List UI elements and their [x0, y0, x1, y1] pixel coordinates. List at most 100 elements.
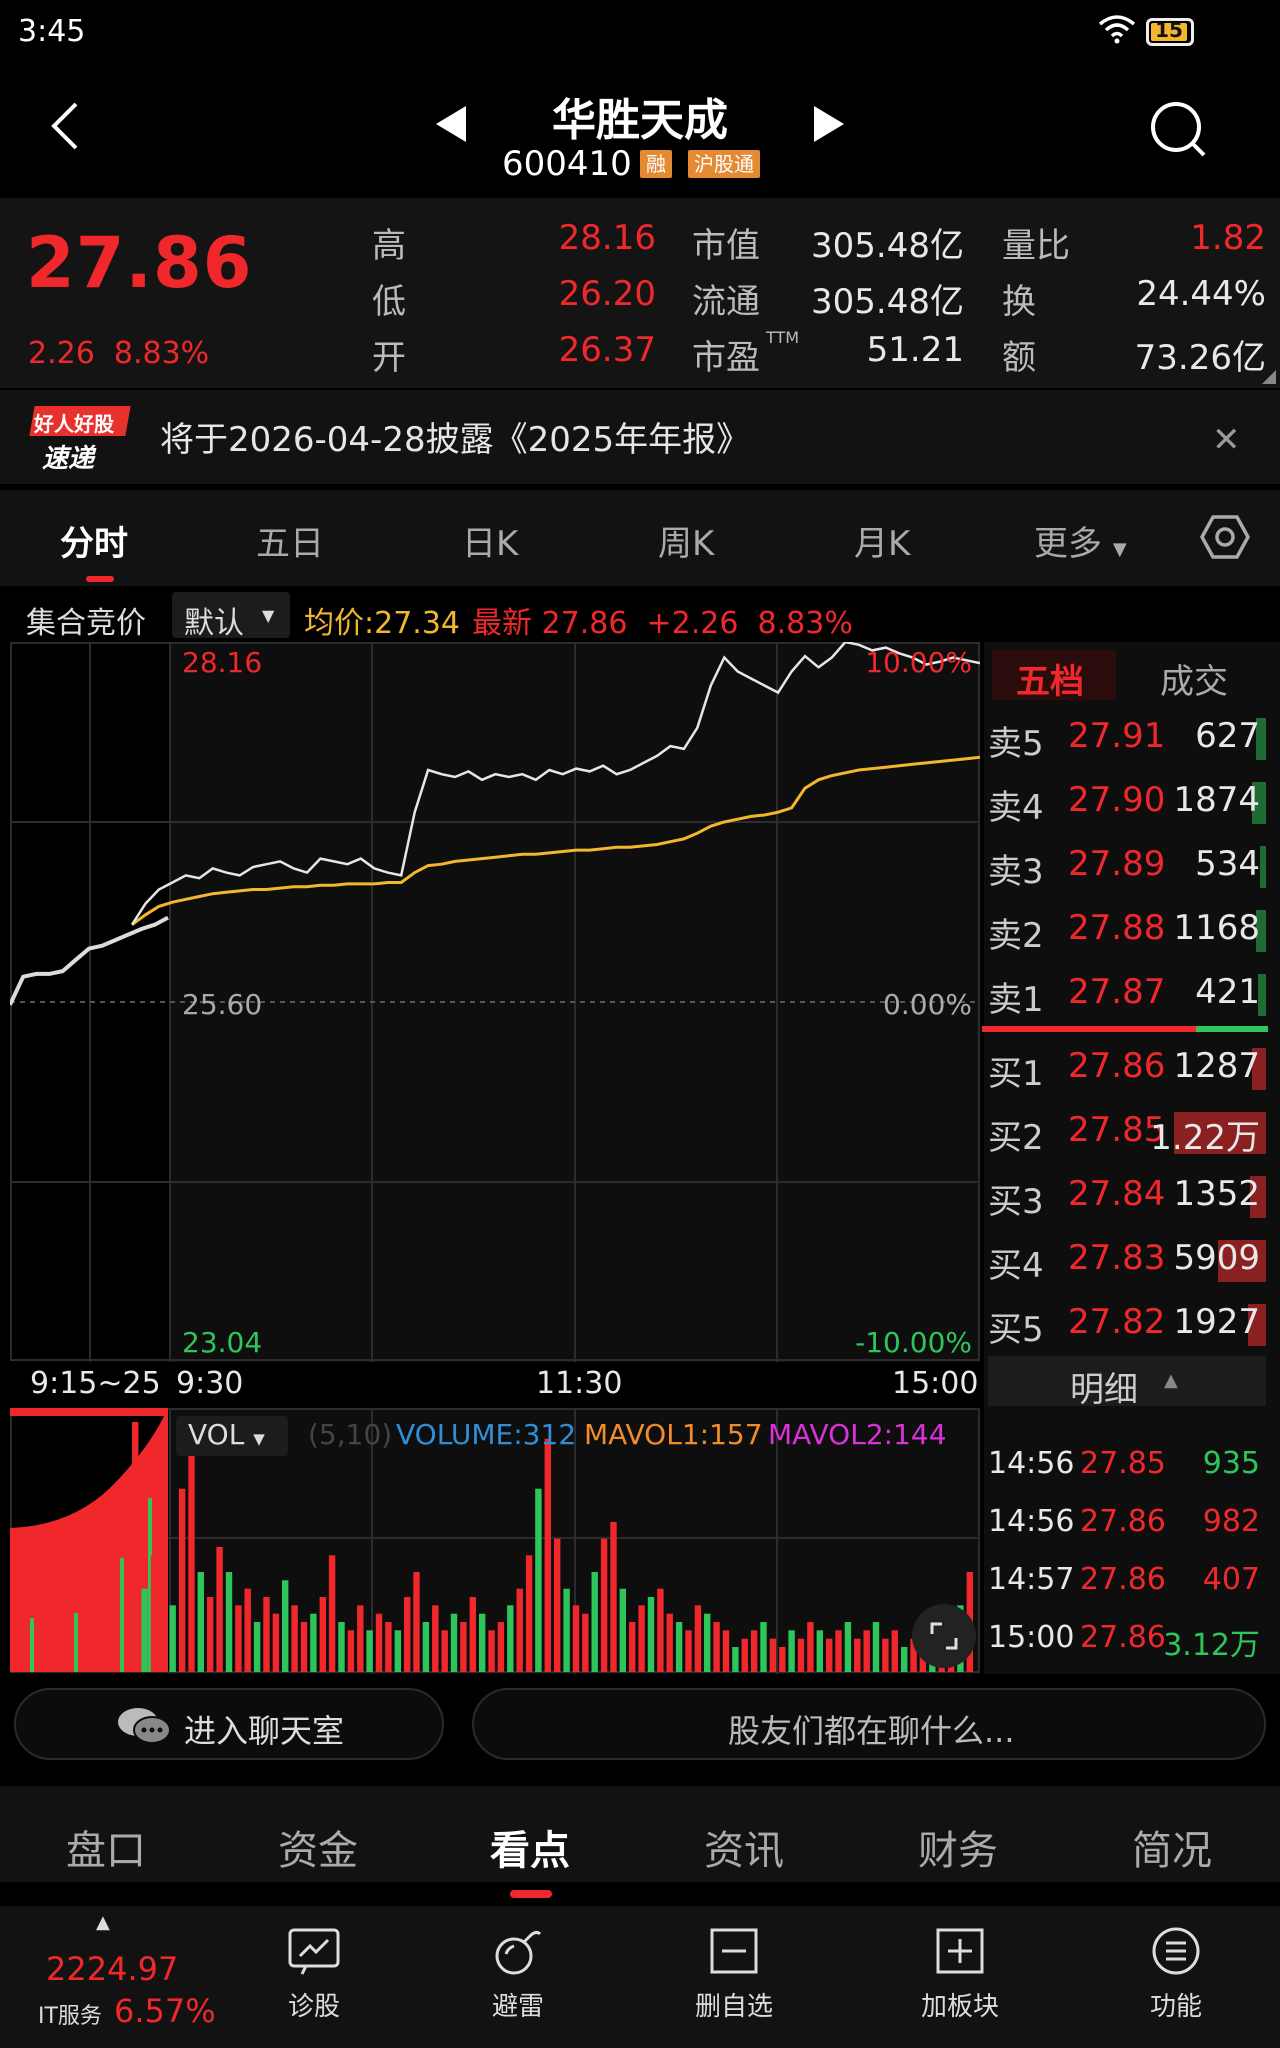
tab-daily-k[interactable]: 日K — [462, 524, 519, 564]
volume-bar — [750, 1630, 758, 1672]
expand-corner-icon[interactable] — [1262, 370, 1276, 384]
ask-vol: 534 — [1195, 844, 1260, 884]
prev-stock-icon[interactable] — [434, 104, 468, 144]
intraday-chart[interactable]: 28.16 25.60 23.04 10.00% 0.00% -10.00% — [10, 642, 980, 1362]
bid-vol: 1352 — [1173, 1174, 1260, 1214]
volume-bar — [310, 1613, 317, 1672]
add-sector-button[interactable]: 加板块 — [900, 1926, 1020, 2023]
volume-bar — [704, 1613, 711, 1672]
remove-watchlist-label: 删自选 — [694, 1992, 773, 2022]
caret-up-icon: ▲ — [1164, 1370, 1178, 1391]
tab-highlights[interactable]: 看点 — [490, 1828, 570, 1874]
volume-bar — [225, 1572, 233, 1672]
volume-bar — [488, 1630, 495, 1672]
back-arrow-icon[interactable] — [48, 100, 80, 152]
volume-bar — [807, 1622, 814, 1672]
tab-profile[interactable]: 简况 — [1132, 1828, 1212, 1874]
ask-row[interactable]: 卖4 27.90 1874 — [988, 780, 1266, 828]
volume-bar — [835, 1630, 842, 1672]
diagnose-button[interactable]: 诊股 — [254, 1926, 374, 2023]
volume-bar — [263, 1597, 270, 1672]
bid-row[interactable]: 买5 27.82 1927 — [988, 1302, 1266, 1350]
ask-row[interactable]: 卖1 27.87 421 — [988, 972, 1266, 1020]
volume-bar — [732, 1647, 739, 1672]
avg-price-line — [131, 755, 980, 926]
menu-circle-icon — [1152, 1927, 1200, 1975]
search-icon[interactable] — [1148, 100, 1208, 160]
remove-watchlist-button[interactable]: 删自选 — [674, 1926, 794, 2023]
stat-value: 28.16 — [558, 218, 656, 258]
ask-row[interactable]: 卖3 27.89 534 — [988, 844, 1266, 892]
volume-chart[interactable] — [10, 1408, 980, 1674]
tab-level5[interactable]: 五档 — [992, 650, 1116, 702]
vol-indicator-select[interactable]: VOL ▼ — [188, 1418, 265, 1451]
battery-level: 15 — [1155, 18, 1183, 42]
functions-label: 功能 — [1149, 1992, 1202, 2022]
bid-label: 买1 — [988, 1054, 1044, 1094]
stat-value: 305.48亿 — [811, 226, 964, 266]
notice-text[interactable]: 将于2026-04-28披露《2025年年报》 — [160, 420, 751, 460]
volume-bar — [816, 1630, 823, 1672]
avoid-risk-button[interactable]: 避雷 — [458, 1926, 578, 2023]
tab-news[interactable]: 资讯 — [704, 1828, 784, 1874]
tab-level5-label: 五档 — [1016, 662, 1084, 702]
x-label-auction: 9:15~25 — [30, 1366, 161, 1401]
tab-more[interactable]: 更多 ▼ — [1034, 516, 1127, 565]
functions-button[interactable]: 功能 — [1116, 1926, 1236, 2023]
close-icon[interactable]: ✕ — [1212, 420, 1241, 460]
tab-intraday[interactable]: 分时 — [60, 524, 128, 564]
chat-room-button[interactable]: 进入聊天室 — [14, 1688, 444, 1760]
ask-label: 卖5 — [988, 724, 1044, 764]
volume-bar — [197, 1572, 204, 1672]
volume-bar — [629, 1622, 636, 1672]
volume-bar — [872, 1622, 880, 1672]
bid-row[interactable]: 买2 27.85 1.22万 — [988, 1110, 1266, 1158]
chat-placeholder: 股友们都在聊什么... — [728, 1712, 1015, 1750]
volume-bar — [479, 1613, 486, 1672]
notice-bar[interactable] — [0, 390, 1280, 484]
tab-finance[interactable]: 财务 — [918, 1828, 998, 1874]
price-max-label: 28.16 — [182, 646, 262, 679]
plus-box-icon — [936, 1928, 984, 1974]
bottom-tabs — [0, 1786, 1280, 1882]
volume-bar — [741, 1638, 748, 1672]
bid-row[interactable]: 买4 27.83 5909 — [988, 1238, 1266, 1286]
bid-price: 27.83 — [1068, 1238, 1166, 1278]
chat-topic-input[interactable]: 股友们都在聊什么... — [472, 1688, 1266, 1760]
bid-volume-bar — [1218, 1240, 1266, 1282]
action-dock — [0, 1906, 1280, 2048]
volume-bar — [338, 1622, 345, 1672]
trade-vol: 935 — [1202, 1446, 1260, 1481]
tab-funds[interactable]: 资金 — [278, 1828, 358, 1874]
ask-row[interactable]: 卖5 27.91 627 — [988, 716, 1266, 764]
fullscreen-button[interactable] — [912, 1604, 976, 1668]
tab-handicap[interactable]: 盘口 — [66, 1828, 146, 1874]
auction-price-line — [10, 915, 169, 1006]
tab-trades[interactable]: 成交 — [1160, 662, 1228, 702]
detail-toggle[interactable]: 明细 ▲ — [988, 1356, 1266, 1410]
bid-label: 买2 — [988, 1118, 1044, 1158]
bid-row[interactable]: 买1 27.86 1287 — [988, 1046, 1266, 1094]
mode-select[interactable]: 默认 ▼ — [172, 592, 290, 641]
next-stock-icon[interactable] — [812, 104, 846, 144]
volume-bar — [600, 1538, 608, 1672]
bid-row[interactable]: 买3 27.84 1352 — [988, 1174, 1266, 1222]
ask-label: 卖1 — [988, 980, 1044, 1020]
ask-row[interactable]: 卖2 27.88 1168 — [988, 908, 1266, 956]
trade-vol: 3.12万 — [1163, 1628, 1260, 1663]
tab-five-day[interactable]: 五日 — [256, 524, 324, 564]
tab-weekly-k[interactable]: 周K — [658, 524, 715, 564]
volume-bar — [722, 1630, 730, 1672]
volume-bar — [525, 1555, 533, 1672]
index-value[interactable]: 2224.97 — [46, 1950, 179, 1988]
status-bar — [0, 0, 1280, 64]
volume-bar — [863, 1630, 870, 1672]
ask-price: 27.90 — [1068, 780, 1166, 820]
trade-price: 27.85 — [1080, 1446, 1166, 1481]
trade-time: 14:56 — [988, 1504, 1075, 1539]
price-base-label: 25.60 — [182, 988, 262, 1021]
volume-bar — [160, 1522, 167, 1672]
volume-bar — [779, 1647, 786, 1672]
tab-monthly-k[interactable]: 月K — [854, 524, 911, 564]
settings-icon[interactable] — [1200, 514, 1250, 560]
